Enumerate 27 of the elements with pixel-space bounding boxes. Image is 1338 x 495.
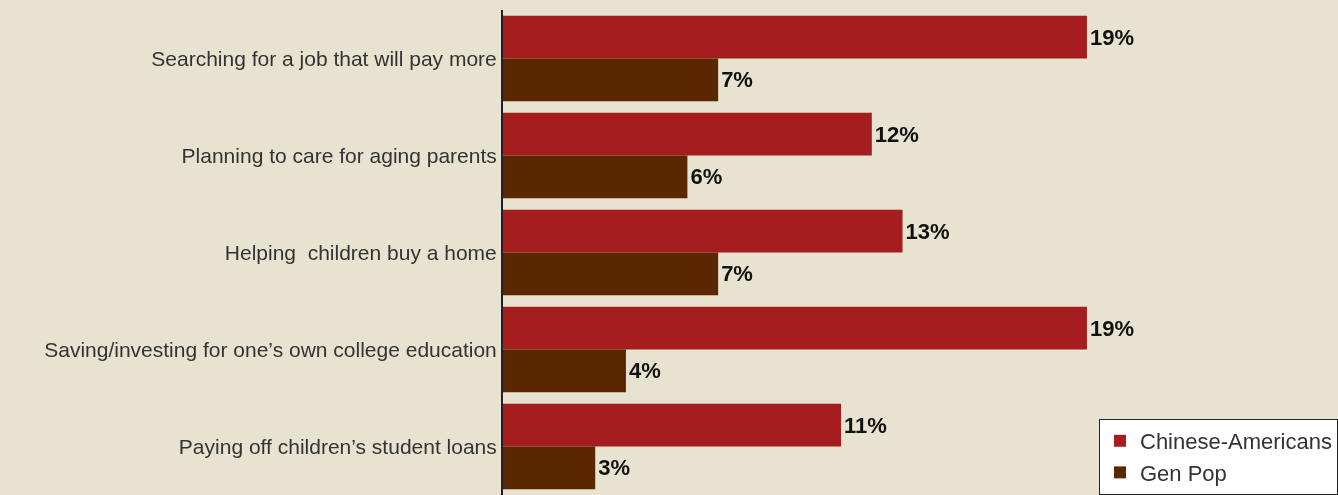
data-label: 13% <box>905 218 950 244</box>
y-tick-label: Helping children buy a home <box>224 240 497 264</box>
data-label: 6% <box>690 164 723 190</box>
y-tick-label: Planning to care for aging parents <box>181 143 497 167</box>
bar <box>503 209 903 253</box>
data-label: 11% <box>844 412 887 438</box>
bar <box>503 15 1087 59</box>
bar <box>503 403 842 447</box>
data-label: 19% <box>1089 315 1134 341</box>
y-tick-label: Searching for a job that will pay more <box>151 46 497 70</box>
data-label: 12% <box>874 121 919 147</box>
bar <box>503 306 1087 350</box>
bar <box>503 155 688 199</box>
bar <box>503 112 872 156</box>
data-label: 7% <box>721 261 753 287</box>
legend-label: Gen Pop <box>1140 460 1227 486</box>
bar <box>503 446 596 490</box>
bar <box>503 252 719 296</box>
bar <box>503 58 719 102</box>
data-label: 3% <box>598 455 630 481</box>
y-tick-label: Paying off children’s student loans <box>178 434 497 458</box>
y-tick-label: Saving/investing for one’s own college education <box>44 337 497 361</box>
data-label: 4% <box>628 358 661 384</box>
data-label: 19% <box>1089 24 1134 50</box>
data-label: 7% <box>721 67 753 93</box>
bar <box>503 349 626 393</box>
legend-label: Chinese-Americans <box>1140 429 1332 455</box>
